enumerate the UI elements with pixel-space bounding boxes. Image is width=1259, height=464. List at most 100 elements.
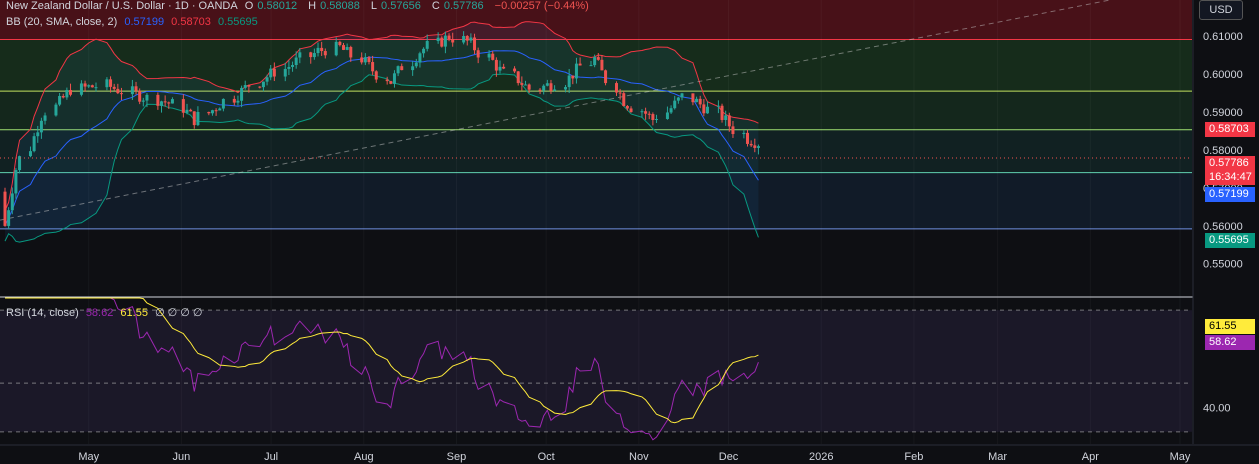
- bb-upper-line: [4, 21, 759, 211]
- candle-body: [542, 85, 546, 91]
- bb-label[interactable]: BB (20, SMA, close, 2): [6, 16, 118, 28]
- candle-body: [720, 105, 724, 120]
- candle-body: [138, 90, 142, 102]
- candle-body: [258, 86, 262, 88]
- candle-body: [265, 77, 269, 82]
- candle-body: [349, 47, 353, 58]
- x-tick-label: Jul: [264, 451, 278, 463]
- candle-body: [625, 106, 629, 109]
- candle-body: [371, 62, 375, 72]
- candle-body: [94, 87, 98, 89]
- candle-body: [647, 113, 651, 115]
- candle-body: [134, 86, 138, 91]
- open-value: 0.58012: [257, 0, 298, 12]
- candle-body: [702, 104, 706, 114]
- candle-body: [167, 102, 171, 104]
- rsi-rest-values: ∅ ∅ ∅ ∅: [155, 307, 203, 319]
- symbol-title[interactable]: New Zealand Dollar / U.S. Dollar · 1D · …: [6, 0, 238, 12]
- rsi-label[interactable]: RSI (14, close): [6, 307, 79, 319]
- candle-body: [163, 101, 167, 103]
- candle-body: [36, 132, 40, 137]
- countdown-tag: 16:34:47: [1205, 170, 1255, 185]
- candle-body: [90, 85, 94, 88]
- candle-body: [549, 83, 553, 91]
- y-tick-label: 0.55000: [1203, 259, 1243, 271]
- bb-legend: BB (20, SMA, close, 2) 0.57199 0.58703 0…: [6, 16, 262, 28]
- x-tick-label: 2026: [809, 451, 833, 463]
- candle-body: [345, 47, 349, 50]
- candle-body: [600, 59, 604, 71]
- candle-body: [207, 111, 211, 114]
- candle-body: [669, 108, 673, 113]
- x-tick-label: Feb: [904, 451, 923, 463]
- zone-1: [0, 39, 1192, 92]
- candle-body: [334, 41, 338, 56]
- candle-body: [58, 96, 62, 105]
- candle-body: [61, 96, 65, 98]
- rsi-ma-line: [5, 297, 759, 424]
- candle-body: [32, 136, 36, 152]
- candle-body: [589, 65, 593, 67]
- candle-body: [170, 99, 174, 104]
- candle-body: [691, 93, 695, 103]
- x-tick-label: Sep: [447, 451, 467, 463]
- candle-body: [746, 132, 750, 144]
- candle-body: [294, 57, 298, 66]
- change-value: −0.00257 (−0.44%): [494, 0, 589, 12]
- zone-0: [0, 0, 1192, 40]
- candle-body: [593, 57, 597, 66]
- candle-body: [447, 35, 451, 40]
- candle-body: [87, 85, 91, 87]
- currency-button[interactable]: USD: [1199, 0, 1243, 20]
- candle-body: [614, 83, 618, 93]
- candle-body: [196, 111, 200, 126]
- bb-basis-tag: 0.57199: [1205, 187, 1255, 202]
- candle-body: [269, 68, 273, 78]
- candle-body: [411, 66, 415, 71]
- candle-body: [523, 84, 527, 86]
- close-price-tag: 0.57786: [1205, 156, 1255, 171]
- candle-body: [705, 106, 709, 114]
- candle-body: [618, 92, 622, 94]
- candle-body: [731, 126, 735, 135]
- rsi-ma-legend-value: 61.55: [120, 307, 148, 319]
- candle-body: [665, 112, 669, 119]
- symbol-legend: New Zealand Dollar / U.S. Dollar · 1D · …: [6, 0, 589, 12]
- candle-body: [374, 71, 378, 80]
- candle-body: [655, 118, 659, 121]
- candle-body: [473, 37, 477, 51]
- candle-body: [109, 79, 113, 87]
- x-tick-label: Apr: [1082, 451, 1099, 463]
- y-tick-label: 0.59000: [1203, 107, 1243, 119]
- candle-body: [469, 37, 473, 41]
- candle-body: [221, 98, 225, 109]
- candle-body: [443, 35, 447, 47]
- candle-body: [18, 156, 22, 171]
- candle-body: [418, 53, 422, 63]
- candle-body: [436, 37, 440, 42]
- candle-body: [291, 65, 295, 67]
- x-tick-label: Nov: [629, 451, 649, 463]
- candle-body: [545, 83, 549, 86]
- candle-body: [367, 57, 371, 63]
- bb-upper-tag: 0.58703: [1205, 122, 1255, 137]
- candle-body: [360, 57, 364, 63]
- bb-lower-line: [4, 73, 759, 243]
- price-axis: [1193, 0, 1259, 464]
- candle-body: [753, 145, 757, 148]
- candle-body: [287, 66, 291, 69]
- candle-body: [520, 83, 524, 85]
- candle-body: [218, 108, 222, 111]
- candle-body: [553, 89, 557, 91]
- candle-body: [571, 75, 575, 79]
- candle-body: [338, 41, 342, 46]
- candle-body: [527, 84, 531, 90]
- bb-lower-value: 0.55695: [217, 16, 258, 28]
- bb-basis-line: [4, 50, 759, 227]
- candle-body: [119, 93, 123, 95]
- candle-body: [54, 104, 58, 116]
- candle-body: [389, 81, 393, 84]
- candle-body: [385, 79, 389, 82]
- candle-body: [312, 53, 316, 58]
